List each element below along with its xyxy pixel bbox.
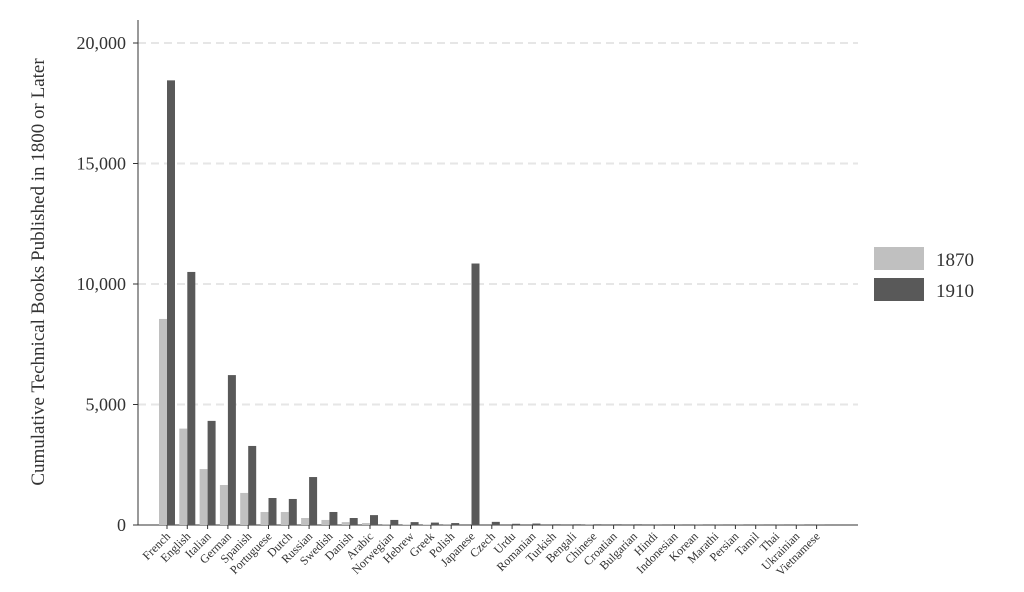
bar	[187, 271, 196, 525]
bar	[532, 523, 541, 525]
bar	[382, 524, 391, 525]
bar	[329, 511, 338, 525]
y-tick-label: 15,000	[77, 154, 127, 174]
legend-swatch	[874, 278, 924, 301]
bar	[268, 498, 277, 525]
y-axis-label: Cumulative Technical Books Published in …	[28, 58, 49, 486]
bar	[613, 524, 622, 525]
bar	[471, 263, 480, 525]
bar	[341, 522, 350, 525]
bar	[349, 518, 358, 525]
bar	[219, 484, 228, 525]
legend-label: 1870	[936, 250, 974, 271]
bar	[573, 524, 581, 525]
bar	[248, 445, 257, 525]
bar	[280, 511, 289, 525]
y-tick-label: 10,000	[77, 274, 127, 294]
bar	[370, 515, 378, 525]
legend-label: 1910	[936, 281, 974, 302]
y-tick-label: 5,000	[86, 395, 127, 415]
bar	[451, 523, 460, 525]
bar	[491, 521, 500, 525]
bar	[227, 375, 236, 525]
bar	[390, 519, 399, 525]
y-tick-label: 0	[117, 515, 126, 535]
bar	[288, 498, 297, 525]
legend-swatch	[874, 247, 924, 270]
bar	[430, 522, 439, 525]
bar	[179, 428, 188, 525]
bar	[633, 524, 642, 525]
bar	[207, 420, 216, 525]
bar	[301, 518, 310, 525]
bar	[167, 80, 175, 525]
bar	[240, 492, 249, 525]
bar	[593, 524, 602, 525]
bar	[410, 522, 419, 525]
bar	[199, 469, 208, 525]
bar	[512, 523, 521, 525]
bar	[309, 477, 318, 525]
y-tick-label: 20,000	[77, 33, 127, 53]
bar	[260, 511, 269, 525]
bar	[321, 519, 330, 525]
bar	[552, 524, 561, 525]
bar	[362, 523, 370, 525]
bar	[159, 318, 167, 525]
